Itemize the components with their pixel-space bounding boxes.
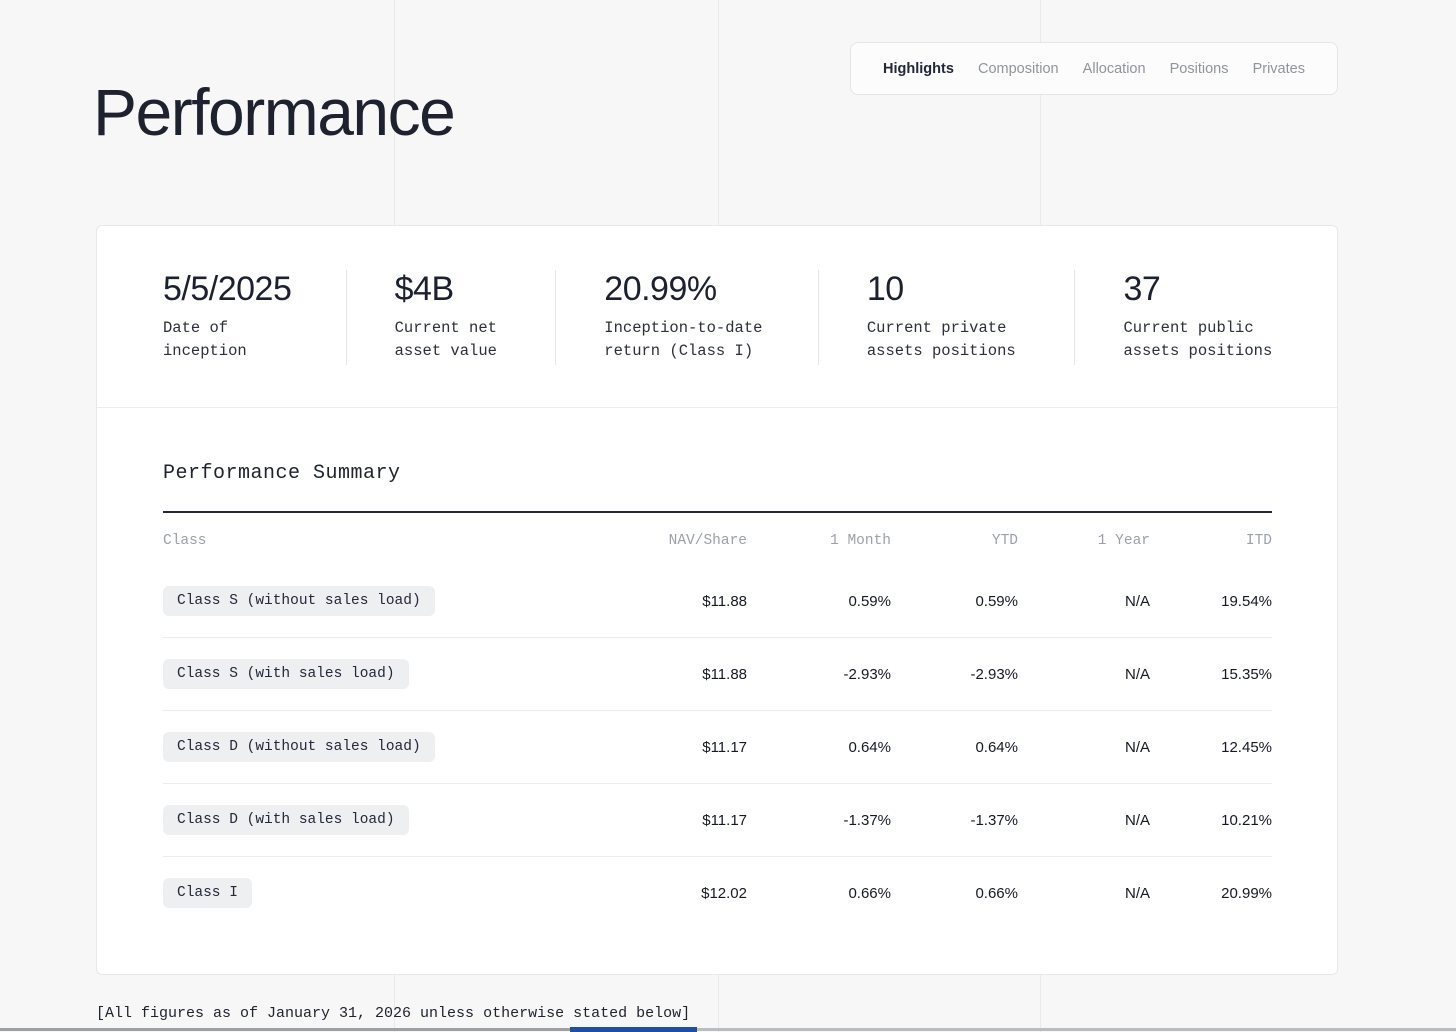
one-year-value: N/A — [1124, 738, 1150, 756]
tab-privates[interactable]: Privates — [1252, 60, 1305, 77]
tab-highlights[interactable]: Highlights — [883, 60, 954, 77]
itd-value: 19.54% — [1221, 592, 1272, 610]
stat-itd-return: 20.99% Inception-to-date return (Class I… — [555, 270, 818, 365]
one-month-value: -1.37% — [843, 811, 891, 829]
tab-composition[interactable]: Composition — [977, 60, 1059, 77]
ytd-value: 0.64% — [975, 738, 1018, 756]
card-section-divider — [97, 407, 1337, 408]
one-month-value: -2.93% — [843, 665, 891, 683]
performance-summary-section: Performance Summary Class NAV/Share 1 Mo… — [97, 408, 1337, 929]
ytd-value: 0.59% — [975, 592, 1018, 610]
one-month-value: 0.66% — [848, 884, 891, 902]
stat-value: $4B — [394, 270, 454, 308]
column-header-itd: ITD — [1245, 533, 1272, 549]
one-year-value: N/A — [1124, 592, 1150, 610]
stat-value: 37 — [1123, 270, 1161, 308]
one-year-value: N/A — [1124, 811, 1150, 829]
column-header-1-month: 1 Month — [830, 533, 891, 549]
as-of-footnote: [All figures as of January 31, 2026 unle… — [96, 1005, 691, 1022]
itd-value: 15.35% — [1221, 665, 1272, 683]
column-header-class: Class — [163, 533, 207, 549]
itd-value: 10.21% — [1221, 811, 1272, 829]
column-header-ytd: YTD — [991, 533, 1018, 549]
ytd-value: -2.93% — [970, 665, 1018, 683]
highlights-card: 5/5/2025 Date of inception $4B Current n… — [96, 225, 1338, 975]
nav-share-value: $11.17 — [702, 738, 747, 756]
stat-value: 10 — [866, 270, 904, 308]
stat-label: Current net asset value — [394, 319, 497, 360]
stat-public-positions: 37 Current public assets positions — [1074, 270, 1337, 365]
ytd-value: -1.37% — [970, 811, 1018, 829]
stat-private-positions: 10 Current private assets positions — [817, 270, 1075, 365]
one-month-value: 0.59% — [848, 592, 891, 610]
tab-allocation[interactable]: Allocation — [1082, 60, 1146, 77]
summary-title-rule — [163, 511, 1272, 513]
scrollbar-track — [697, 1028, 1456, 1031]
one-year-value: N/A — [1124, 884, 1150, 902]
itd-value: 12.45% — [1221, 738, 1272, 756]
scrollbar-thumb[interactable] — [570, 1027, 697, 1032]
class-badge: Class S (with sales load) — [163, 659, 409, 689]
page-title: Performance — [93, 75, 456, 150]
ytd-value: 0.66% — [975, 884, 1018, 902]
stat-value: 5/5/2025 — [163, 270, 292, 308]
table-row: Class S (with sales load) $11.88 -2.93% … — [163, 638, 1272, 711]
stat-net-asset-value: $4B Current net asset value — [345, 270, 556, 365]
nav-share-value: $11.88 — [702, 665, 747, 683]
stat-date-of-inception: 5/5/2025 Date of inception — [97, 270, 346, 365]
nav-share-value: $11.17 — [702, 811, 747, 829]
stat-value: 20.99% — [604, 270, 717, 308]
stat-label: Date of inception — [163, 319, 247, 360]
table-header-row: Class NAV/Share 1 Month YTD 1 Year ITD — [163, 513, 1272, 565]
table-row: Class I $12.02 0.66% 0.66% N/A 20.99% — [163, 857, 1272, 929]
nav-share-value: $12.02 — [701, 884, 747, 902]
stat-label: Current public assets positions — [1123, 319, 1273, 360]
one-year-value: N/A — [1124, 665, 1150, 683]
one-month-value: 0.64% — [848, 738, 891, 756]
class-badge: Class I — [163, 878, 252, 908]
itd-value: 20.99% — [1221, 884, 1272, 902]
stat-label: Inception-to-date return (Class I) — [604, 319, 763, 360]
class-badge: Class D (with sales load) — [163, 805, 409, 835]
table-row: Class D (without sales load) $11.17 0.64… — [163, 711, 1272, 784]
class-badge: Class D (without sales load) — [163, 732, 435, 762]
key-stats-row: 5/5/2025 Date of inception $4B Current n… — [97, 226, 1337, 407]
horizontal-scrollbar[interactable] — [0, 1027, 1456, 1032]
class-badge: Class S (without sales load) — [163, 586, 435, 616]
tab-positions[interactable]: Positions — [1169, 60, 1229, 77]
scrollbar-track — [0, 1028, 570, 1031]
column-header-nav-share: NAV/Share — [668, 533, 747, 549]
nav-share-value: $11.88 — [702, 592, 747, 610]
summary-title: Performance Summary — [163, 462, 401, 485]
section-tabs: Highlights Composition Allocation Positi… — [850, 42, 1338, 95]
table-row: Class S (without sales load) $11.88 0.59… — [163, 565, 1272, 638]
stat-label: Current private assets positions — [866, 319, 1016, 360]
table-row: Class D (with sales load) $11.17 -1.37% … — [163, 784, 1272, 857]
column-header-1-year: 1 Year — [1097, 533, 1150, 549]
